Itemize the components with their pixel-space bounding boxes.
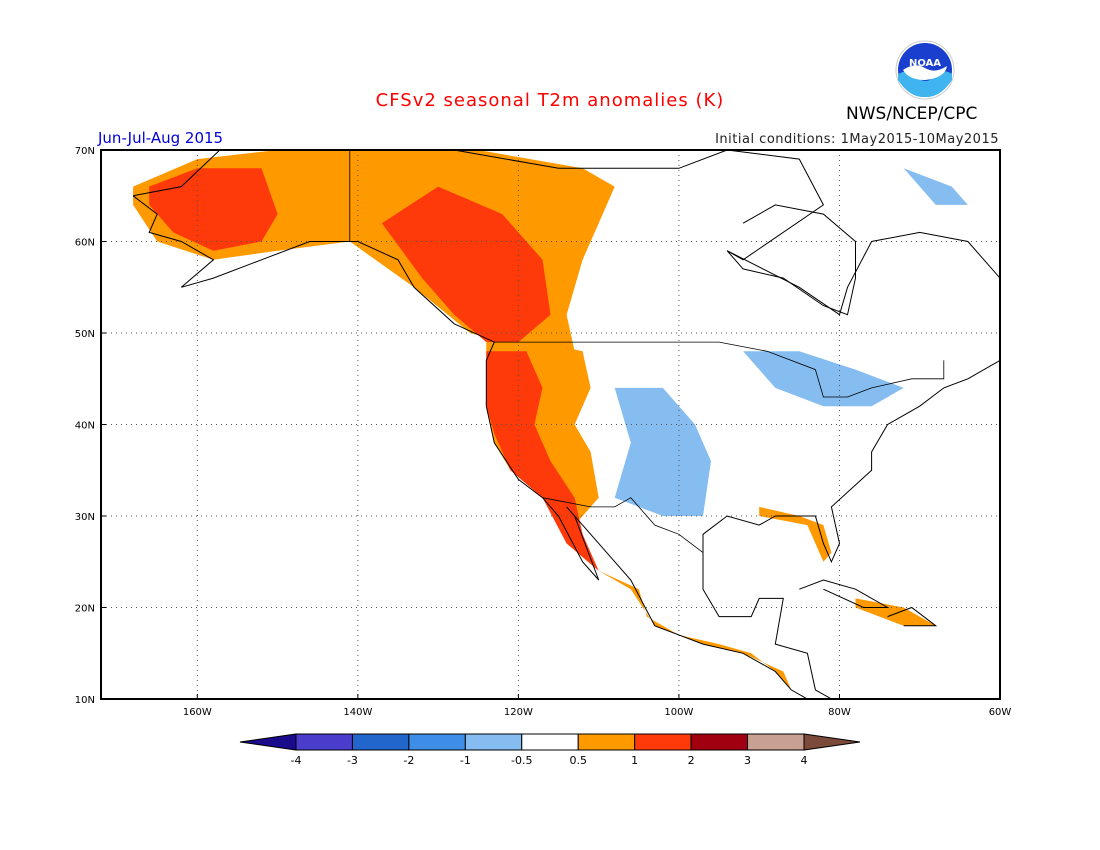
colorbar-box [635,734,691,750]
colorbar-label: 4 [801,754,808,767]
colorbar-label: -1 [460,754,471,767]
colorbar-box [296,734,352,750]
colorbar-min-arrow [240,734,296,750]
colorbar-label: -3 [347,754,358,767]
colorbar: -4 -3 -2 -1 -0.5 0.5 1 2 3 4 [0,0,1100,850]
colorbar-box [522,734,578,750]
colorbar-label: -0.5 [511,754,532,767]
colorbar-label: 0.5 [569,754,587,767]
colorbar-label: 2 [688,754,695,767]
colorbar-box [748,734,804,750]
colorbar-max-arrow [804,734,860,750]
colorbar-box [465,734,521,750]
colorbar-box [578,734,634,750]
colorbar-label: 1 [631,754,638,767]
colorbar-label: -2 [403,754,414,767]
colorbar-box [691,734,747,750]
colorbar-label: 3 [744,754,751,767]
colorbar-box [352,734,408,750]
colorbar-box [409,734,465,750]
colorbar-label: -4 [291,754,302,767]
